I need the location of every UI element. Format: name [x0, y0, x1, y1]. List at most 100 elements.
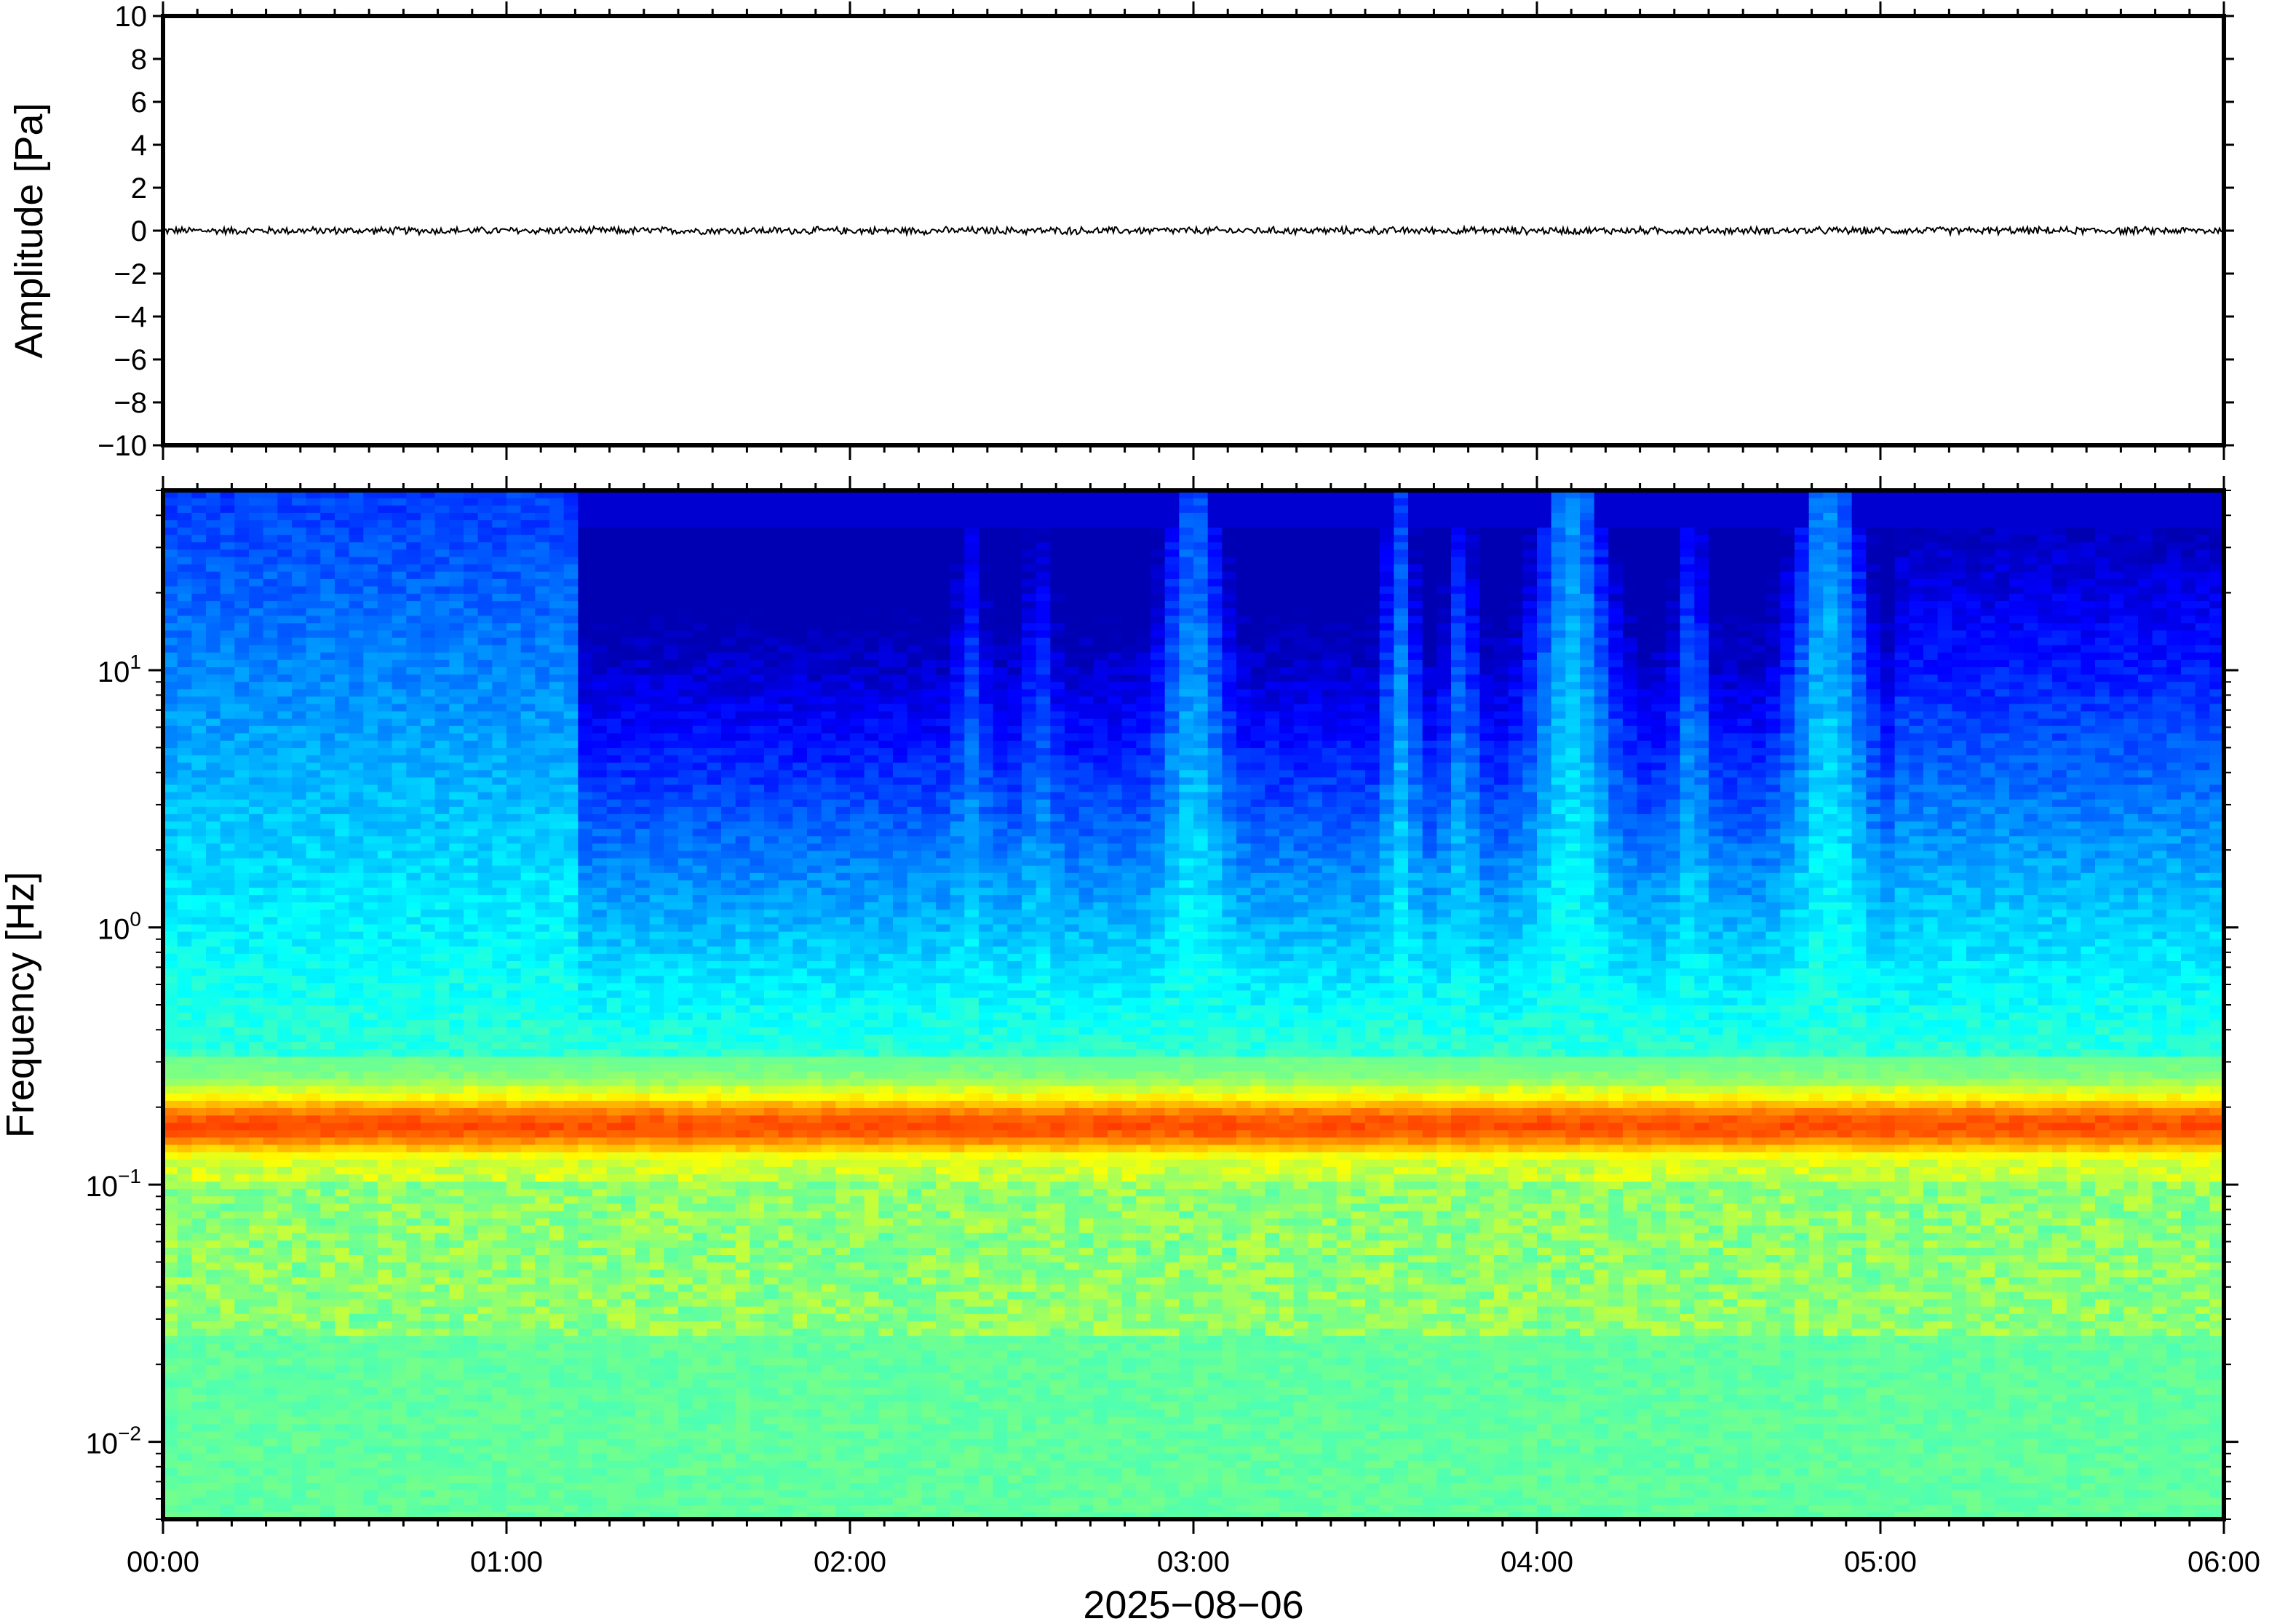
spectrogram-cell [635, 1166, 651, 1174]
spectrogram-cell [292, 1203, 307, 1211]
spectrogram-cell [592, 1152, 608, 1160]
spectrogram-cell [606, 968, 621, 976]
spectrogram-cell [535, 1291, 550, 1299]
spectrogram-cell [392, 865, 407, 873]
spectrogram-cell [592, 1269, 608, 1278]
spectrogram-cell [292, 1129, 307, 1138]
spectrogram-cell [406, 505, 421, 513]
spectrogram-cell [520, 858, 536, 866]
spectrogram-cell [464, 1166, 479, 1174]
spectrogram-cell [449, 498, 464, 506]
spectrogram-cell [434, 659, 450, 667]
spectrogram-cell [320, 1188, 335, 1197]
spectrogram-cell [434, 1203, 450, 1211]
spectrogram-cell [177, 799, 192, 807]
spectrogram-cell [306, 593, 321, 602]
spectrogram-cell [277, 1210, 293, 1219]
spectrogram-cell [378, 593, 393, 602]
spectrogram-cell [249, 755, 264, 763]
spectrogram-cell [635, 909, 651, 918]
spectrogram-cell [292, 784, 307, 792]
spectrogram-cell [421, 1225, 436, 1233]
spectrogram-cell [406, 1005, 421, 1013]
spectrogram-cell [320, 931, 335, 939]
spectrogram-cell [378, 843, 393, 851]
spectrogram-cell [349, 960, 364, 969]
spectrogram-cell [406, 1335, 421, 1344]
spectrogram-cell [578, 821, 593, 829]
spectrogram-cell [335, 960, 350, 969]
spectrogram-cell [421, 1174, 436, 1182]
spectrogram-cell [563, 806, 579, 814]
spectrogram-cell [249, 1174, 264, 1182]
spectrogram-cell [549, 1446, 565, 1454]
spectrogram-cell [621, 652, 636, 660]
spectrogram-cell [220, 872, 235, 880]
spectrogram-cell [392, 1394, 407, 1402]
spectrogram-cell [349, 696, 364, 704]
spectrogram-cell [506, 1129, 522, 1138]
spectrogram-cell [506, 1159, 522, 1167]
spectrogram-cell [421, 909, 436, 918]
spectrogram-cell [335, 711, 350, 719]
spectrogram-cell [621, 828, 636, 837]
spectrogram-cell [363, 843, 378, 851]
spectrogram-cell [449, 520, 464, 528]
spectrogram-cell [477, 1460, 493, 1468]
spectrogram-cell [292, 1027, 307, 1035]
spectrogram-cell [363, 880, 378, 888]
spectrogram-cell [535, 1210, 550, 1219]
spectrogram-cell [421, 792, 436, 800]
spectrogram-cell [363, 755, 378, 763]
spectrogram-cell [464, 1306, 479, 1314]
spectrogram-cell [421, 1019, 436, 1027]
spectrogram-cell [378, 733, 393, 741]
spectrogram-cell [406, 1283, 421, 1292]
spectrogram-cell [578, 784, 593, 792]
spectrogram-cell [277, 1233, 293, 1241]
spectrogram-cell [392, 784, 407, 792]
spectrogram-cell [220, 850, 235, 859]
spectrogram-cell [220, 755, 235, 763]
spectrogram-cell [163, 960, 178, 969]
spectrogram-cell [363, 1460, 378, 1468]
spectrogram-cell [649, 1313, 664, 1321]
spectrogram-cell [220, 923, 235, 932]
spectrogram-cell [292, 813, 307, 822]
spectrogram-cell [320, 586, 335, 594]
spectrogram-cell [191, 1489, 207, 1498]
spectrogram-cell [434, 1115, 450, 1123]
spectrogram-cell [477, 755, 493, 763]
spectrogram-cell [292, 1181, 307, 1190]
spectrogram-cell [535, 916, 550, 925]
spectrogram-cell [306, 1019, 321, 1027]
spectrogram-cell [563, 711, 579, 719]
spectrogram-cell [535, 1335, 550, 1344]
spectrogram-cell [335, 527, 350, 536]
spectrogram-cell [177, 1409, 192, 1417]
spectrogram-cell [320, 1269, 335, 1278]
spectrogram-cell [163, 982, 178, 991]
spectrogram-cell [578, 1195, 593, 1204]
spectrogram-cell [621, 703, 636, 712]
spectrogram-cell [206, 1416, 221, 1425]
spectrogram-cell [606, 1283, 621, 1292]
spectrogram-cell [234, 1166, 250, 1174]
spectrogram-cell [306, 1416, 321, 1425]
spectrogram-cell [635, 1306, 651, 1314]
spectrogram-cell [434, 784, 450, 792]
spectrogram-cell [163, 1027, 178, 1035]
spectrogram-cell [320, 1056, 335, 1064]
spectrogram-cell [434, 1195, 450, 1204]
spectrogram-cell [335, 1394, 350, 1402]
spectrogram-cell [363, 571, 378, 579]
spectrogram-cell [206, 1357, 221, 1366]
spectrogram-cell [163, 1387, 178, 1395]
spectrogram-cell [535, 1276, 550, 1285]
spectrogram-cell [434, 645, 450, 653]
spectrogram-cell [563, 696, 579, 704]
spectrogram-cell [277, 681, 293, 690]
spectrogram-cell [449, 1342, 464, 1351]
spectrogram-cell [506, 835, 522, 844]
spectrogram-cell [477, 923, 493, 932]
